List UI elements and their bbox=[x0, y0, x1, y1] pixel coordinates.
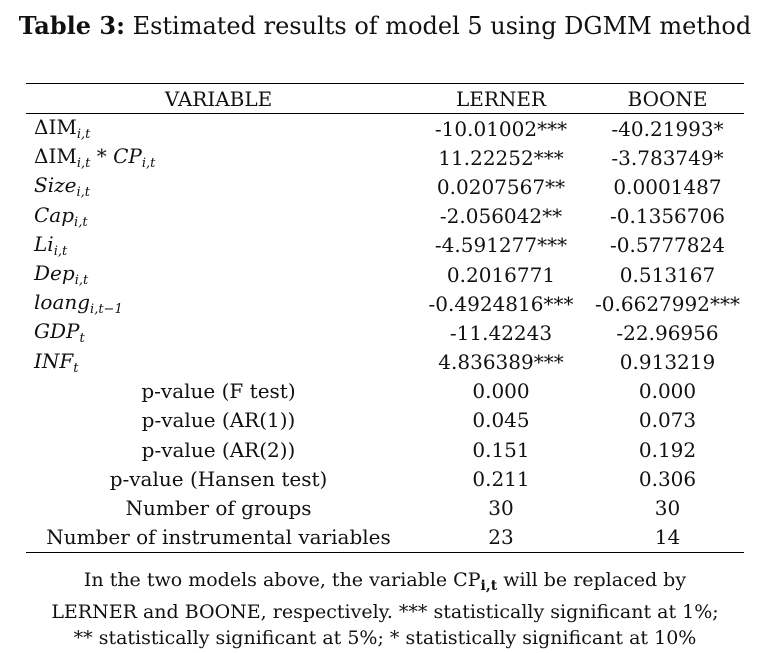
boone-cell: 0.000 bbox=[638, 379, 697, 404]
table-footnote: In the two models above, the variable CP… bbox=[40, 567, 730, 651]
variable-cell: Capi,t bbox=[34, 202, 88, 230]
boone-cell: 0.513167 bbox=[619, 262, 716, 287]
variable-cell: loangi,t−1 bbox=[34, 290, 123, 318]
table-row: Sizei,t 0.0207567** 0.0001487 bbox=[26, 172, 744, 201]
table-row: Capi,t -2.056042** -0.1356706 bbox=[26, 202, 744, 231]
lerner-cell: -11.42243 bbox=[449, 320, 553, 345]
variable-cell: Lii,t bbox=[34, 231, 68, 259]
header-boone: BOONE bbox=[591, 83, 744, 114]
boone-cell: 0.073 bbox=[638, 408, 697, 433]
lerner-cell: -10.01002*** bbox=[434, 116, 568, 141]
variable-cell: GDPt bbox=[34, 319, 85, 347]
table-row: INFt 4.836389*** 0.913219 bbox=[26, 348, 744, 377]
table-caption: Estimated results of model 5 using DGMM … bbox=[124, 12, 752, 40]
footnote-text-1: In the two models above, the variable CP bbox=[83, 569, 481, 591]
boone-cell: 0.0001487 bbox=[613, 174, 722, 199]
lerner-cell: 0.045 bbox=[472, 408, 530, 433]
table-row: ΔIMi,t -10.01002*** -40.21993* bbox=[26, 114, 744, 144]
lerner-cell: 23 bbox=[411, 522, 591, 553]
variable-cell: Sizei,t bbox=[34, 173, 90, 201]
lerner-cell: 0.211 bbox=[472, 466, 530, 491]
boone-cell: 14 bbox=[591, 522, 744, 553]
stat-row: Number of instrumental variables 23 14 bbox=[26, 522, 744, 553]
table-row: GDPt -11.42243 -22.96956 bbox=[26, 318, 744, 347]
header-variable: VARIABLE bbox=[26, 83, 411, 114]
lerner-cell: 30 bbox=[488, 496, 514, 521]
lerner-cell: 0.2016771 bbox=[446, 262, 556, 287]
variable-cell: INFt bbox=[34, 348, 79, 376]
lerner-cell: 0.000 bbox=[472, 379, 530, 404]
footnote-text-2: will be replaced by LERNER and BOONE, re… bbox=[51, 569, 719, 649]
boone-cell: -22.96956 bbox=[616, 320, 719, 345]
lerner-cell: 4.836389*** bbox=[438, 350, 564, 375]
stat-label: Number of instrumental variables bbox=[26, 522, 411, 553]
boone-cell: -3.783749* bbox=[611, 145, 724, 170]
boone-cell: 30 bbox=[654, 496, 681, 521]
stat-label: Number of groups bbox=[125, 496, 312, 521]
table-row: loangi,t−1 -0.4924816*** -0.6627992*** bbox=[26, 289, 744, 318]
results-table: VARIABLE LERNER BOONE ΔIMi,t -10.01002**… bbox=[26, 83, 744, 553]
lerner-cell: 0.151 bbox=[472, 437, 530, 462]
table-row: Lii,t -4.591277*** -0.5777824 bbox=[26, 231, 744, 260]
lerner-cell: -0.4924816*** bbox=[428, 291, 574, 316]
lerner-cell: 11.22252*** bbox=[438, 145, 564, 170]
variable-cell: Depi,t bbox=[34, 261, 89, 289]
boone-cell: 0.192 bbox=[638, 437, 697, 462]
stat-label: p-value (AR(1)) bbox=[141, 408, 296, 433]
stat-label: p-value (F test) bbox=[141, 379, 296, 404]
lerner-cell: -2.056042** bbox=[439, 204, 563, 229]
stat-row: p-value (AR(1)) 0.045 0.073 bbox=[26, 406, 744, 435]
lerner-cell: 0.0207567** bbox=[436, 174, 566, 199]
header-row: VARIABLE LERNER BOONE bbox=[26, 83, 744, 114]
footnote-subscript: i,t bbox=[480, 578, 498, 594]
table-number: Table 3: bbox=[18, 11, 125, 40]
stat-row: p-value (AR(2)) 0.151 0.192 bbox=[26, 435, 744, 464]
stat-label: p-value (AR(2)) bbox=[141, 437, 296, 462]
stat-row: Number of groups 30 30 bbox=[26, 493, 744, 522]
stat-row: p-value (F test) 0.000 0.000 bbox=[26, 377, 744, 406]
boone-cell: 0.913219 bbox=[619, 350, 716, 375]
table-row: Depi,t 0.2016771 0.513167 bbox=[26, 260, 744, 289]
header-lerner: LERNER bbox=[411, 83, 591, 114]
boone-cell: -0.1356706 bbox=[610, 204, 725, 229]
table-title: Table 3: Estimated results of model 5 us… bbox=[0, 10, 770, 42]
stat-label: p-value (Hansen test) bbox=[109, 466, 328, 491]
lerner-cell: -4.591277*** bbox=[434, 233, 568, 258]
boone-cell: -40.21993* bbox=[611, 116, 724, 141]
table-row: ΔIMi,t * CPi,t 11.22252*** -3.783749* bbox=[26, 143, 744, 172]
boone-cell: -0.6627992*** bbox=[595, 291, 740, 316]
stat-row: p-value (Hansen test) 0.211 0.306 bbox=[26, 464, 744, 493]
variable-cell: ΔIMi,t * CPi,t bbox=[34, 144, 156, 172]
boone-cell: 0.306 bbox=[638, 466, 697, 491]
variable-cell: ΔIMi,t bbox=[34, 115, 91, 143]
boone-cell: -0.5777824 bbox=[610, 233, 725, 258]
